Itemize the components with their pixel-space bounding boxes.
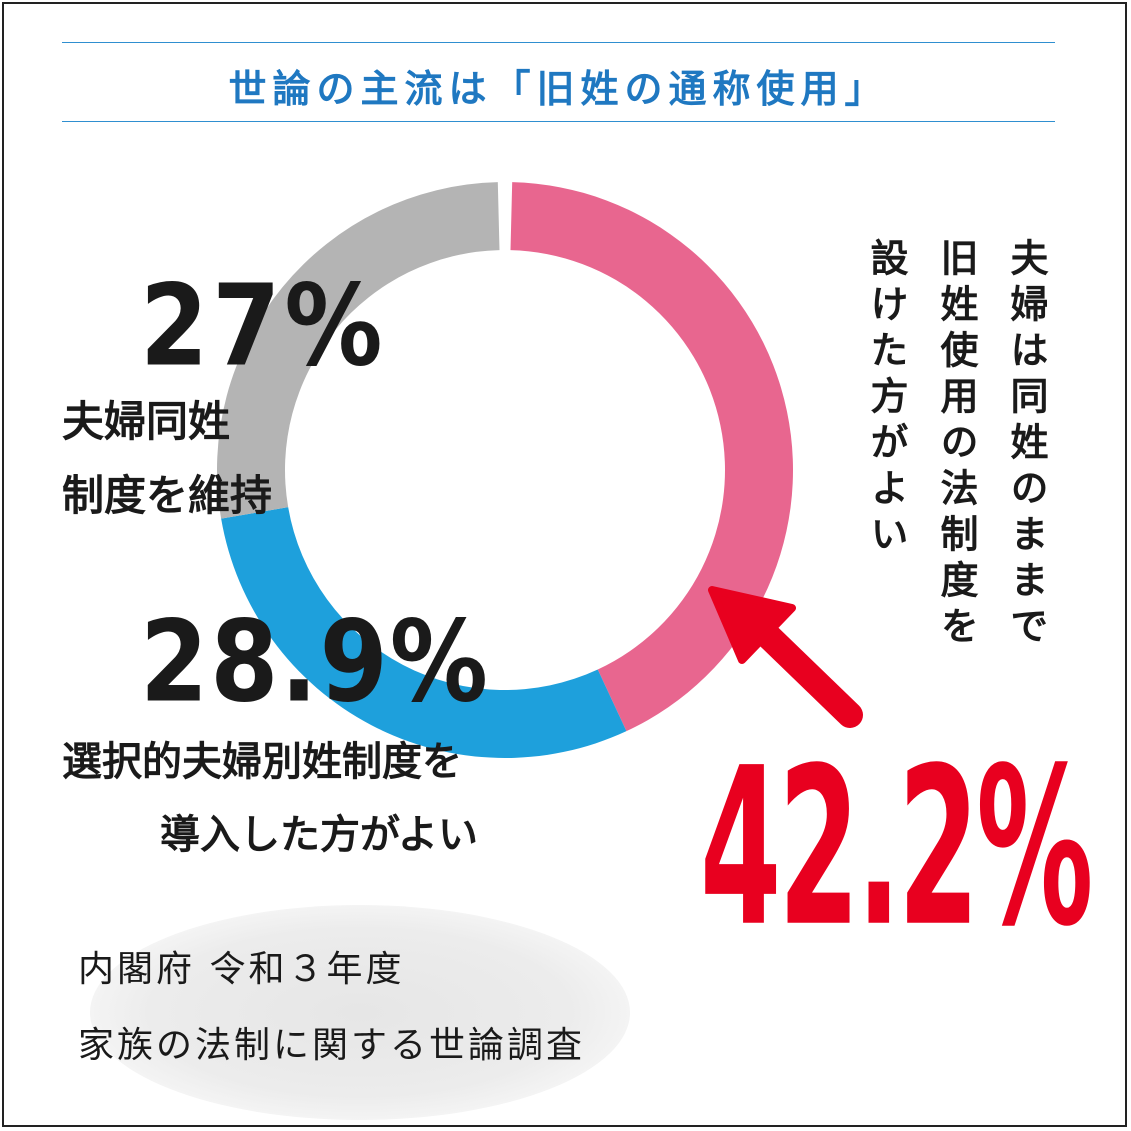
blue-label-line-1: 選択的夫婦別姓制度を — [62, 739, 462, 785]
arrow-head — [708, 586, 796, 664]
pointer-arrow — [708, 586, 863, 728]
pink-label-column-3: 設けた方がよい — [864, 238, 908, 560]
gray-category-label: 夫婦同姓 制度を維持 — [62, 385, 272, 533]
gray-label-line-1: 夫婦同姓 — [62, 397, 231, 446]
pink-percent-label: 42.2% — [700, 722, 1093, 975]
source-line-1: 内閣府 令和３年度 — [78, 949, 405, 990]
pink-label-column-2: 旧姓使用の法制度を — [934, 238, 978, 652]
pink-label-column-1: 夫婦は同姓のままで — [1004, 238, 1048, 652]
source-stipple-background — [90, 905, 630, 1120]
title-top-rule — [62, 42, 1055, 43]
chart-title: 世論の主流は「旧姓の通称使用」 — [228, 67, 889, 111]
source-line-2: 家族の法制に関する世論調査 — [78, 1025, 586, 1066]
arrow-shaft — [747, 615, 863, 728]
title-bottom-rule — [62, 121, 1055, 122]
blue-label-line-2: 導入した方がよい — [160, 812, 478, 858]
gray-percent-label: 27% — [140, 260, 387, 392]
donut-slice-3 — [217, 182, 500, 519]
donut-slice-2 — [221, 507, 627, 758]
gray-label-line-2: 制度を維持 — [62, 471, 273, 520]
blue-percent-label: 28.9% — [140, 596, 490, 728]
